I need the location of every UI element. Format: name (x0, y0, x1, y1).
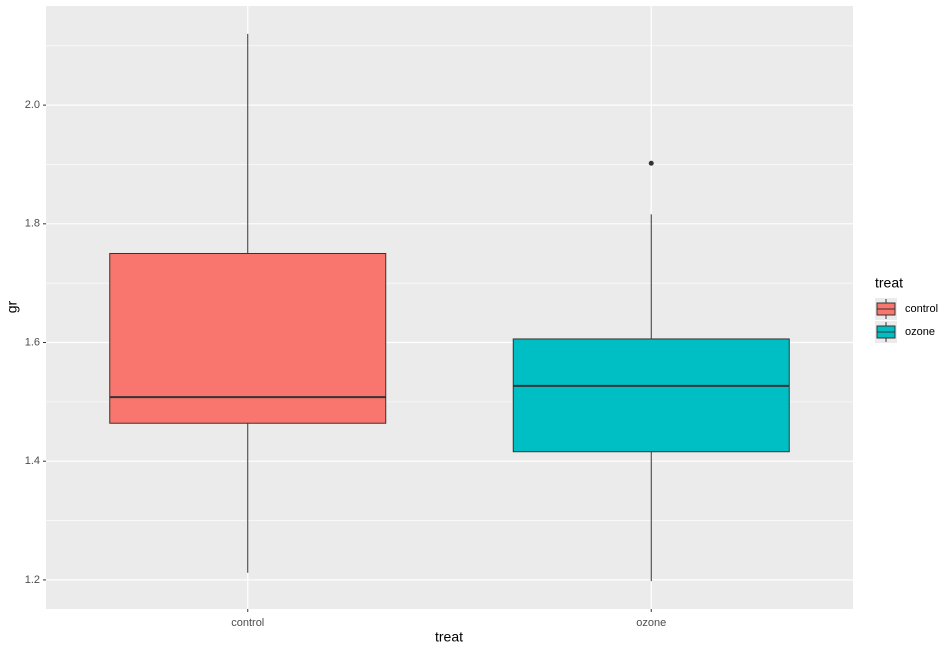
box (512, 338, 790, 453)
legend-label: control (905, 303, 938, 315)
legend-label: ozone (905, 326, 935, 338)
y-tick-label: 2.0 (25, 99, 40, 111)
y-axis-title: gr (4, 300, 20, 313)
outlier (648, 160, 654, 166)
y-tick-label: 1.8 (25, 218, 40, 230)
y-tick-label: 1.4 (25, 455, 40, 467)
x-axis-title: treat (435, 629, 463, 645)
box (109, 252, 387, 424)
y-tick-label: 1.6 (25, 336, 40, 348)
legend-title: treat (875, 275, 903, 291)
x-tick-label: ozone (636, 617, 666, 629)
x-tick-label: control (231, 617, 264, 629)
y-tick-label: 1.2 (25, 574, 40, 586)
